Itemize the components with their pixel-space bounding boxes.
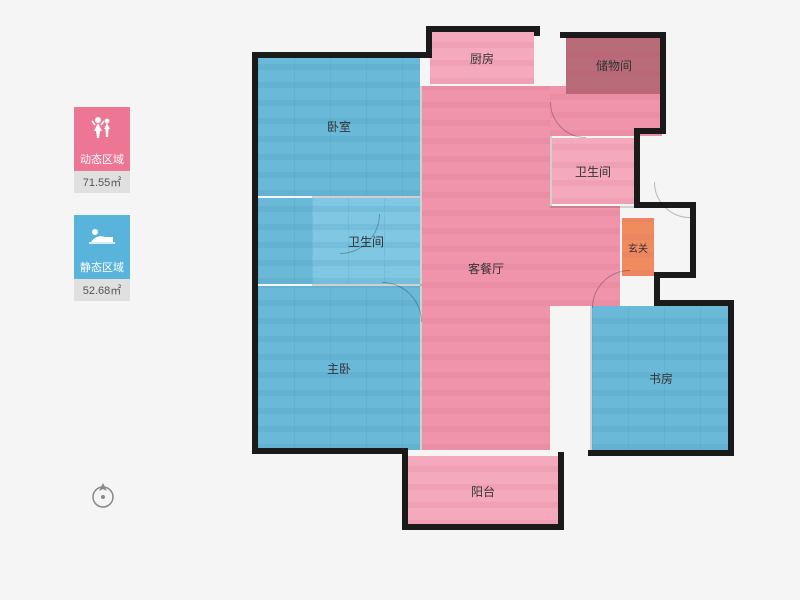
wall-segment [402,452,408,530]
room-bedroom: 卧室 [258,56,420,196]
legend-static-label: 静态区域 [74,255,130,279]
wall-segment [534,26,540,36]
legend-static-value: 52.68㎡ [74,279,130,301]
floor-plan: 卧室卫生间主卧书房厨房储物间卫生间玄关客餐厅阳台 [250,22,740,572]
room-balcony: 阳台 [408,456,558,526]
partition [312,284,420,286]
room-label: 储物间 [596,57,632,74]
rest-icon [74,215,130,255]
partition [550,206,634,208]
room-entrance: 玄关 [622,218,654,276]
wall-segment [560,32,666,38]
partition [420,86,422,450]
partition [420,284,422,286]
wall-segment [426,26,538,32]
room-label: 主卧 [327,360,351,377]
wall-segment [426,26,432,58]
wall-segment [252,448,408,454]
wall-segment [588,450,734,456]
legend-static: 静态区域 52.68㎡ [74,215,130,301]
wall-segment [654,272,696,278]
room-study: 书房 [592,306,730,450]
wall-segment [634,128,640,208]
room-storage: 储物间 [566,36,662,94]
partition [312,196,420,198]
room-bedroom-side [258,198,312,284]
wall-segment [690,202,696,278]
wall-segment [654,272,660,302]
room-label: 玄关 [628,240,648,255]
room-label: 厨房 [470,50,494,67]
room-living-dining: 客餐厅 [422,86,550,450]
room-living-dining-ext [550,278,590,306]
room-label: 卧室 [327,118,351,135]
wall-segment [588,450,594,456]
wall-segment [728,300,734,456]
room-bathroom1: 卫生间 [552,138,634,204]
legend-panel: 动态区域 71.55㎡ 静态区域 52.68㎡ [74,107,130,323]
room-label: 阳台 [471,483,495,500]
partition [590,306,592,450]
partition [550,136,552,206]
room-kitchen: 厨房 [430,32,534,84]
legend-dynamic: 动态区域 71.55㎡ [74,107,130,193]
wall-segment [252,52,258,454]
room-label: 客餐厅 [468,260,504,277]
people-icon [74,107,130,147]
room-label: 卫生间 [575,163,611,180]
room-label: 书房 [649,370,673,387]
wall-segment [402,524,564,530]
legend-dynamic-label: 动态区域 [74,147,130,171]
wall-segment [558,452,564,530]
legend-dynamic-value: 71.55㎡ [74,171,130,193]
wall-segment [252,52,426,58]
wall-segment [660,32,666,134]
wall-segment [654,300,734,306]
compass-icon [88,480,118,510]
